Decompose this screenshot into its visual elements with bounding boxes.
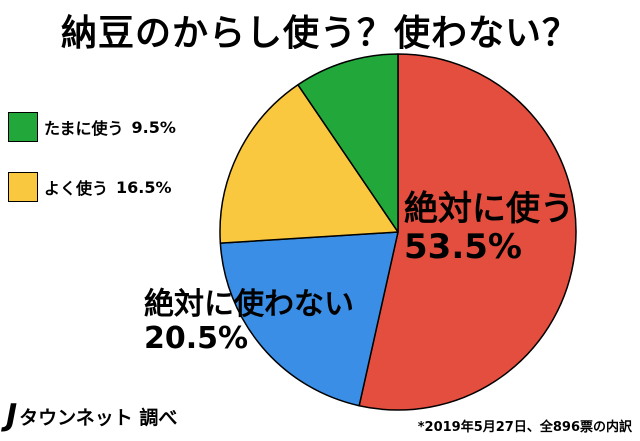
pie-slice-2 [219,84,399,244]
chart-title: 納豆のからし使う？使わない？ [60,13,579,54]
logo-text: タウンネット 調べ [19,406,178,429]
legend-swatch-green [8,112,38,142]
legend-label: たまに使う [44,119,124,138]
pie-slice-3 [297,53,399,233]
pie-slice-1 [219,231,399,407]
logo-mark: J [6,398,18,433]
slice-label-value: 20.5% [144,320,249,356]
pie-slice-0 [358,53,577,411]
slice-label-name: 絶対に使う [404,189,574,229]
legend-swatch-yellow [8,172,38,202]
footnote: *2019年5月27日、全896票の内訳 [417,420,632,435]
legend-item-tamani: たまに使う 9.5% [8,112,176,142]
slice-label-name: 絶対に使わない [144,287,354,322]
legend-value: 16.5% [116,177,172,197]
slice-label-value: 53.5% [404,227,522,268]
brand-logo: J タウンネット 調べ [6,401,177,431]
slice-label-zettai-tsukau: 絶対に使う 53.5% [404,190,574,266]
legend-item-yoku: よく使う 16.5% [8,172,172,202]
legend-value: 9.5% [131,117,176,137]
legend-label: よく使う [44,179,109,198]
slice-label-zettai-tsukawanai: 絶対に使わない 20.5% [144,288,354,355]
